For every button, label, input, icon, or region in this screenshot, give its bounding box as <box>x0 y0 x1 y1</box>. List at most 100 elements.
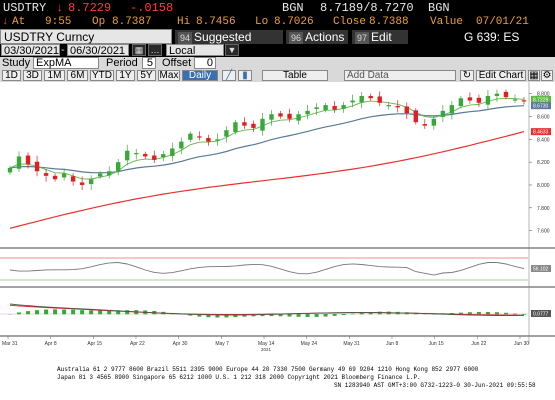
macd-histogram-bar <box>89 310 94 315</box>
add-data-field[interactable]: Add Data <box>344 70 456 81</box>
range-6m[interactable]: 6M <box>67 70 88 81</box>
candle-body <box>476 97 482 103</box>
candle-body <box>377 96 382 103</box>
candle-body <box>386 105 391 107</box>
y-tick-label: 7.600 <box>537 229 550 235</box>
macd-histogram-bar <box>26 311 31 315</box>
range-max[interactable]: Max <box>158 70 180 81</box>
last-value-label: 8.4633 <box>533 130 549 136</box>
study-label: Study <box>2 57 31 69</box>
candle-body <box>260 118 265 131</box>
ma-mid-line <box>9 105 525 174</box>
macd-histogram-bar <box>332 314 337 316</box>
x-axis: Mar 31 Apr 8 Apr 15 Apr 22 Apr 30 May 7 May 14… <box>2 336 529 352</box>
range-1y[interactable]: 1Y <box>116 70 135 81</box>
table-button[interactable]: Table <box>262 70 328 81</box>
quote-details: ↓ At 9:55 Op 8.7387 Hi 8.7456 Lo 8.7026 … <box>0 16 555 30</box>
candle-body <box>305 110 310 115</box>
down-arrow-icon: ↓ <box>2 16 9 28</box>
candle-body <box>134 153 139 155</box>
last-value-label: 8.7229 <box>533 97 549 103</box>
grid-icon[interactable]: ▦ <box>528 70 540 81</box>
candle-body <box>287 113 292 119</box>
close-label: Close <box>333 16 367 28</box>
candle-body <box>233 122 238 133</box>
candle-body <box>368 95 373 99</box>
y-tick-label: 8.600 <box>537 115 550 121</box>
candle-body <box>449 105 455 114</box>
sync-icon[interactable]: ↻ <box>460 70 474 81</box>
candle-body <box>79 182 85 185</box>
footer-line-3: SN 1283940 AST GMT+3:00 G732-1223-0 30-J… <box>334 382 536 389</box>
macd-histogram-bar <box>44 309 49 315</box>
candle-body <box>404 106 409 114</box>
x-tick-label: May 14 <box>258 341 275 347</box>
start-date-field[interactable]: 03/30/2021 <box>1 44 60 57</box>
candle-body <box>88 179 94 185</box>
candle-body <box>188 133 193 140</box>
range-3d[interactable]: 3D <box>23 70 42 81</box>
macd-histogram-bar <box>197 314 202 317</box>
at-time: 9:55 <box>45 16 72 28</box>
candle-body <box>314 107 319 109</box>
chevron-down-icon[interactable]: ▼ <box>225 44 239 56</box>
frequency-select[interactable]: Daily ▼ <box>182 70 218 91</box>
ellipsis-icon[interactable]: … <box>148 44 162 56</box>
end-date-field[interactable]: 06/30/2021 <box>67 44 129 57</box>
macd-histogram-bar <box>314 314 319 317</box>
candle-body <box>179 141 184 149</box>
range-1m[interactable]: 1M <box>44 70 65 81</box>
offset-field[interactable]: 0 <box>194 57 216 69</box>
study-bar: Study ExpMA Period 5 Offset 0 <box>0 57 555 69</box>
range-ytd[interactable]: YTD <box>90 70 114 81</box>
macd-histogram-bar <box>485 311 490 315</box>
open-label: Op <box>92 16 106 28</box>
macd-histogram-bar <box>206 314 211 318</box>
x-tick-label: Mar 31 <box>2 341 18 347</box>
settings-icon[interactable]: ⚙ <box>541 70 553 81</box>
macd-histogram-bar <box>17 312 22 315</box>
candle-body <box>485 95 491 105</box>
edit-chart-button[interactable]: Edit Chart <box>476 70 526 81</box>
x-tick-label: Jun 15 <box>429 341 444 347</box>
calendar-icon[interactable]: ▦ <box>132 44 146 56</box>
x-tick-label: Jun 30 <box>514 341 529 347</box>
macd-signal-line <box>9 304 525 316</box>
instrument-field[interactable]: USDTRY Curncy <box>0 29 172 44</box>
last-value-label: 8.6730 <box>533 104 549 110</box>
macd-histogram-bar <box>467 312 472 315</box>
ticker: USDTRY <box>3 1 47 15</box>
candle-body <box>16 156 22 169</box>
range-5y[interactable]: 5Y <box>137 70 156 81</box>
rsi-panel: 56.102 <box>0 257 551 281</box>
y-tick-label: 8.400 <box>537 137 550 143</box>
macd-histogram-bar <box>233 314 238 318</box>
macd-histogram-bar <box>35 310 40 315</box>
macd-histogram-bar <box>269 314 274 317</box>
candle-body <box>106 171 112 176</box>
bar-chart-icon[interactable]: ▮ <box>238 70 252 81</box>
candle-body <box>116 162 121 172</box>
range-1d[interactable]: 1D <box>2 70 21 81</box>
footer: Australia 61 2 9777 8600 Brazil 5511 239… <box>0 354 555 400</box>
candle-body <box>467 97 473 101</box>
candle-body <box>359 95 364 103</box>
price-chart[interactable]: 8.800 8.600 8.400 8.200 8.000 7.800 7.600 8.722… <box>0 82 555 354</box>
line-chart-icon[interactable]: ╱ <box>222 70 236 81</box>
y-tick-label: 7.800 <box>537 206 550 212</box>
period-field[interactable]: 5 <box>142 57 156 69</box>
candle-body <box>422 124 428 126</box>
actions-num: 96 <box>289 32 304 44</box>
quote-header: USDTRY ↓ 8.7229 -.0158 BGN 8.7189/8.7270… <box>0 0 555 16</box>
candle-body <box>350 100 355 103</box>
x-tick-label: Apr 22 <box>130 341 145 347</box>
macd-histogram-bar <box>476 311 481 315</box>
currency-select[interactable]: Local CCY <box>166 44 224 69</box>
study-select[interactable]: ExpMA <box>33 57 99 69</box>
price-change: -.0158 <box>130 1 174 15</box>
value-date: 07/01/21 <box>476 16 529 28</box>
macd-line <box>9 303 525 316</box>
